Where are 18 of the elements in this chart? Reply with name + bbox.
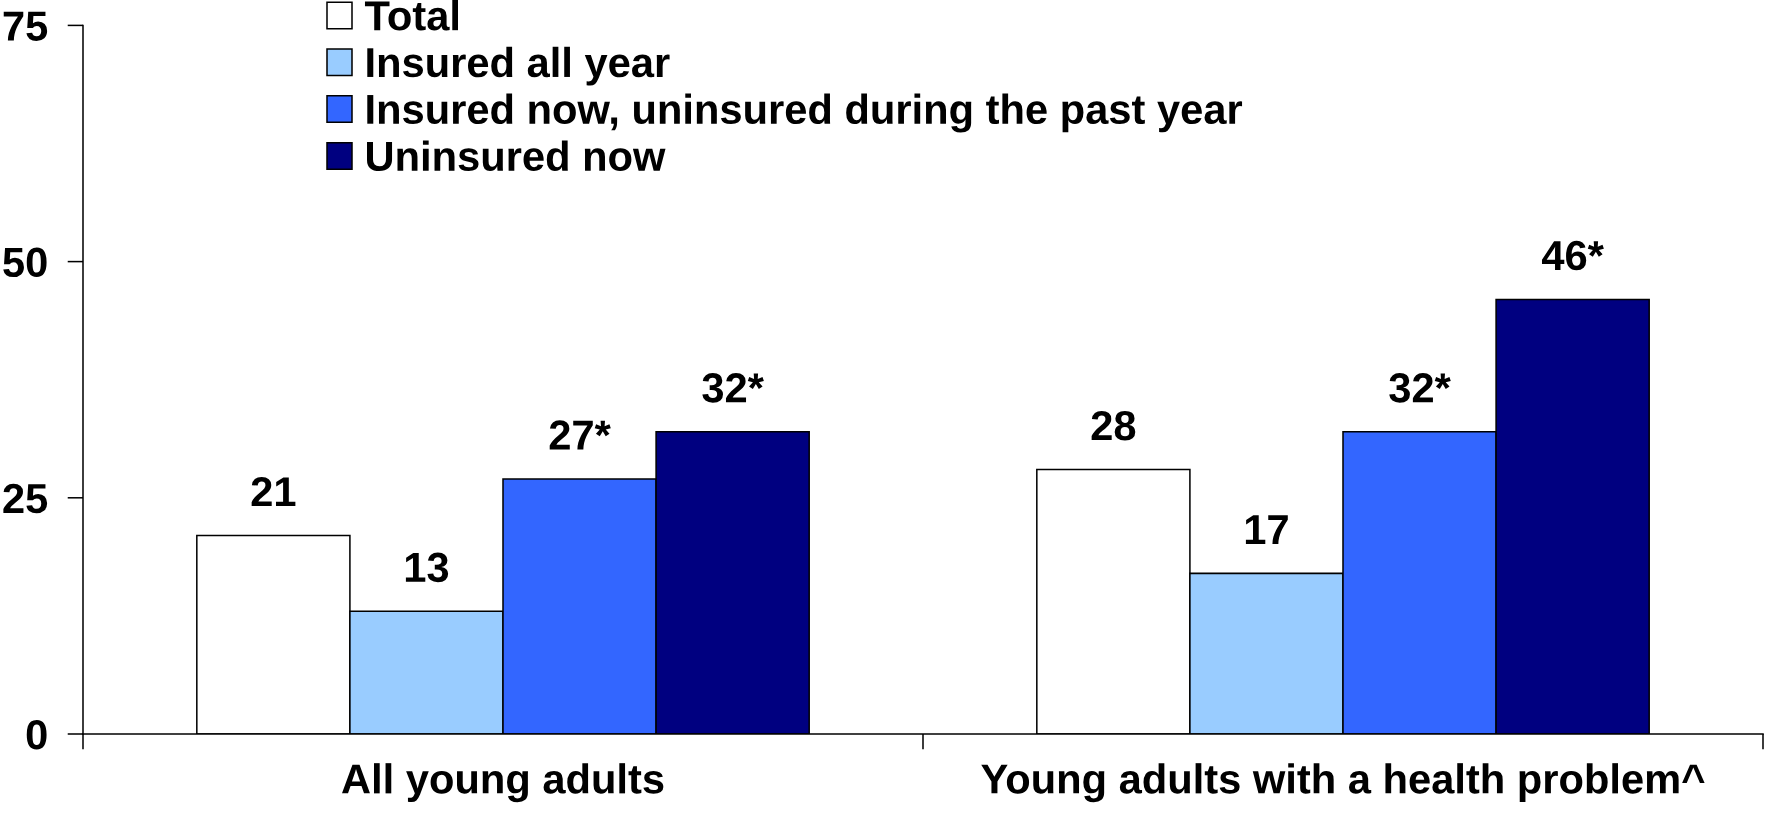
legend-label: Insured now, uninsured during the past year: [367, 93, 1243, 133]
legend-label: Insured all year: [367, 46, 670, 86]
data-label: 46*: [1541, 240, 1604, 271]
data-label: 28: [1091, 410, 1136, 441]
y-tick-label: 25: [3, 483, 48, 514]
data-label: 17: [1245, 515, 1288, 544]
y-tick-label: 0: [26, 720, 47, 750]
x-tick-label: All young adults: [342, 763, 664, 803]
data-label: 13: [405, 552, 449, 583]
x-tick-label: Young adults with a health problem^: [981, 763, 1705, 803]
data-label: 21: [251, 477, 296, 507]
legend-label: Total: [364, 0, 459, 31]
y-tick-label: 75: [3, 11, 48, 41]
data-label: 32*: [1389, 373, 1451, 403]
data-label: 27*: [549, 420, 611, 450]
y-tick-label: 50: [3, 247, 47, 278]
legend-label: Uninsured now: [367, 140, 666, 172]
data-label: 32*: [702, 373, 764, 403]
